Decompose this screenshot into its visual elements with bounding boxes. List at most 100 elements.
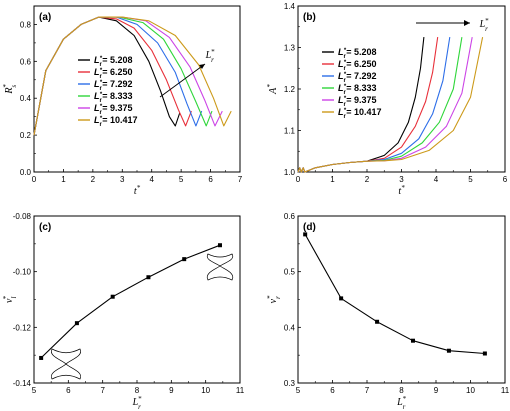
x-tick-label: 4 <box>149 175 154 184</box>
trend-arrowhead <box>199 64 205 69</box>
y-tick-label: 1.2 <box>284 85 296 94</box>
series-line <box>33 16 232 136</box>
legend-entry: Lr*= 5.208 <box>94 55 132 68</box>
x-tick-label: 5 <box>32 386 37 395</box>
panel-a: 0 1 2 3 4 5 6 70.00.20.40.60.8(a)Lr*= 5.208Lr*=… <box>20 5 243 184</box>
trend-arrow-label: Lr* <box>479 17 489 33</box>
panel-d: 5 6 7 8 9 10 11 0.3 0.4 0.5 0.6 (d) <box>284 212 510 395</box>
y-tick-label: -0.12 <box>13 323 32 332</box>
drop-inset-right <box>206 253 234 281</box>
panel-label: (b) <box>303 12 316 23</box>
legend-entry: Lr*= 5.208 <box>338 47 376 60</box>
series-line <box>297 36 484 173</box>
y-tick-label: 0.2 <box>20 131 32 140</box>
x-tick-label: 8 <box>135 386 140 395</box>
x-tick-label: 2 <box>365 175 370 184</box>
series-line <box>40 244 221 359</box>
y-tick-label: 0.8 <box>20 20 32 29</box>
y-tick-label: 1.3 <box>284 44 296 53</box>
x-tick-label: 3 <box>399 175 404 184</box>
y-tick-label: 0.5 <box>284 268 296 277</box>
y-tick-label: 1.1 <box>284 127 296 136</box>
legend-entry: Lr*= 9.375 <box>94 103 132 116</box>
data-point <box>217 243 222 248</box>
y-tick-label: 0.4 <box>20 94 32 103</box>
data-point <box>339 296 344 301</box>
x-tick-label: 7 <box>238 175 243 184</box>
data-point <box>146 275 151 280</box>
legend-entry: Lr*= 6.250 <box>338 59 376 72</box>
trend-arrowhead <box>464 20 470 26</box>
legend-entry: Lr*= 10.417 <box>94 115 137 128</box>
x-tick-label: 1 <box>61 175 66 184</box>
legend-entry: Lr*= 10.417 <box>338 107 381 120</box>
panel-b: 0 1 2 3 4 5 61.01.11.21.31.4(b)Lr*= 5.208Lr*= … <box>284 2 508 184</box>
legend-entry: Lr*= 7.292 <box>338 71 376 84</box>
y-axis-title: vl* <box>2 296 18 303</box>
x-tick-label: 6 <box>208 175 213 184</box>
legend-entry: Lr*= 8.333 <box>338 83 376 96</box>
data-point <box>482 351 487 356</box>
panel-c: 5 6 7 8 9 10 11 -0.14 -0.12 -0.10 -0.08 (c) <box>13 212 245 395</box>
y-tick-label: 0.4 <box>284 323 296 332</box>
plot-frame <box>297 215 506 384</box>
series-line <box>297 37 463 173</box>
y-tick-label: 1.0 <box>284 168 296 177</box>
x-tick-label: 9 <box>434 386 439 395</box>
x-tick-label: 6 <box>66 386 71 395</box>
x-tick-label: 10 <box>201 386 210 395</box>
panel-label: (a) <box>39 12 51 23</box>
panel-label: (d) <box>303 222 316 233</box>
y-tick-label: 0.6 <box>284 212 296 221</box>
y-axis-title: vr* <box>266 295 282 303</box>
y-tick-label: -0.10 <box>13 268 32 277</box>
y-tick-label: 0.6 <box>20 57 32 66</box>
legend-entry: Lr*= 8.333 <box>94 91 132 104</box>
plot-frame <box>33 215 241 384</box>
x-axis-title: Lr* <box>396 395 406 411</box>
data-point <box>375 319 380 324</box>
x-tick-label: 0 <box>32 175 37 184</box>
x-tick-label: 7 <box>365 386 370 395</box>
legend-entry: Lr*= 6.250 <box>94 67 132 80</box>
legend-entry: Lr*= 9.375 <box>338 95 376 108</box>
x-tick-label: 0 <box>296 175 301 184</box>
data-point <box>446 348 451 353</box>
x-axis-title: Lr* <box>132 395 142 411</box>
y-tick-label: 0.0 <box>20 168 32 177</box>
x-tick-label: 7 <box>100 386 105 395</box>
drop-inset-left <box>50 348 82 380</box>
x-tick-label: 6 <box>503 175 508 184</box>
data-point <box>110 294 115 299</box>
x-tick-label: 8 <box>399 386 404 395</box>
x-tick-label: 2 <box>91 175 96 184</box>
x-tick-label: 9 <box>169 386 174 395</box>
x-tick-label: 1 <box>330 175 335 184</box>
y-tick-label: -0.08 <box>13 212 32 221</box>
x-axis-title: t* <box>134 184 141 197</box>
y-axis-title: Rs* <box>2 84 18 95</box>
legend-entry: Lr*= 7.292 <box>94 79 132 92</box>
data-point <box>410 338 415 343</box>
data-point <box>303 232 308 237</box>
y-tick-label: 1.4 <box>284 2 296 11</box>
x-tick-label: 3 <box>120 175 125 184</box>
x-tick-label: 10 <box>466 386 475 395</box>
x-tick-label: 11 <box>236 386 245 395</box>
x-tick-label: 4 <box>434 175 439 184</box>
x-tick-label: 11 <box>501 386 510 395</box>
y-tick-label: 0.3 <box>284 379 296 388</box>
x-axis-title: t* <box>398 184 405 197</box>
trend-arrow <box>159 63 206 98</box>
data-point <box>39 355 44 360</box>
y-axis-title: A* <box>266 84 279 95</box>
trend-arrow-label: Lr* <box>205 48 215 64</box>
x-tick-label: 5 <box>468 175 473 184</box>
x-tick-label: 5 <box>296 386 301 395</box>
x-tick-label: 5 <box>179 175 184 184</box>
data-point <box>74 321 79 326</box>
y-tick-label: -0.14 <box>13 379 32 388</box>
data-point <box>182 257 187 262</box>
